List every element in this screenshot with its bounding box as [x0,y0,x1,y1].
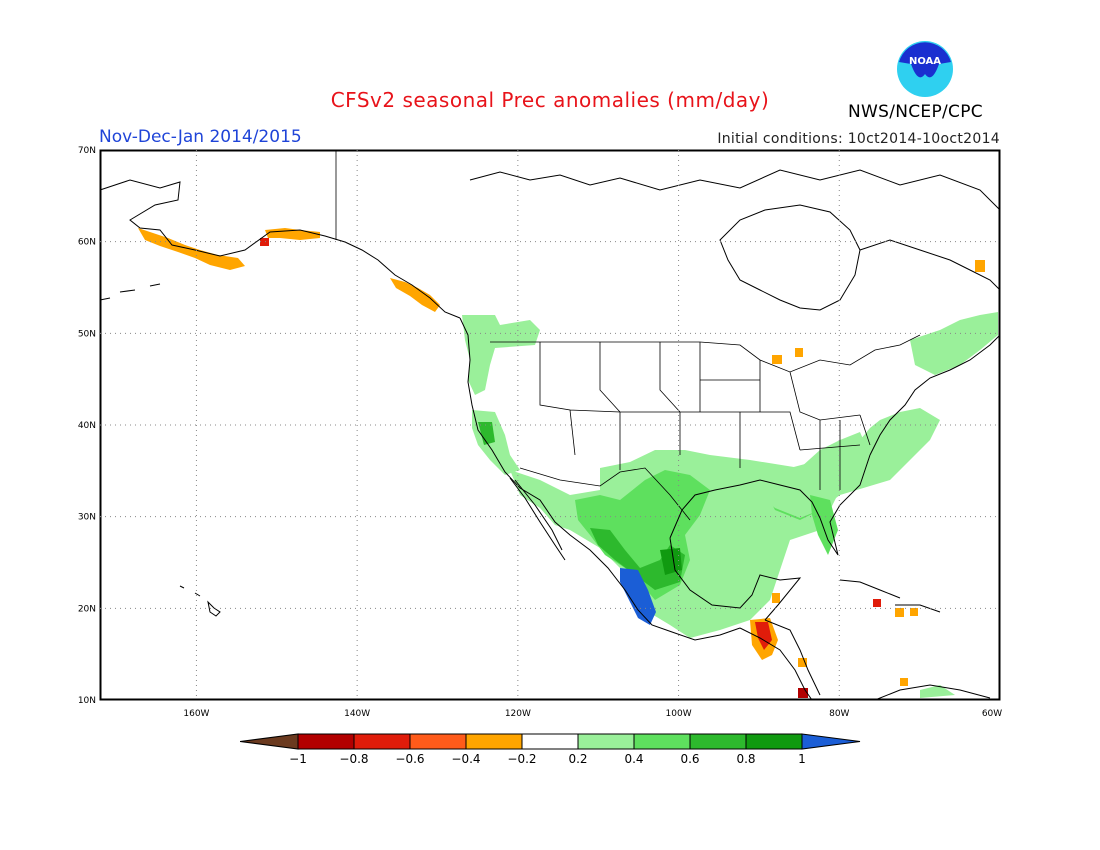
coastline-south-america [874,684,991,701]
legend-label: 0.8 [736,752,755,766]
legend-label: −1 [289,752,307,766]
coastline-east [869,334,1001,456]
coastline-aleutians [99,283,161,301]
coastline-cuba [839,579,901,599]
lon-label: 80W [829,709,849,719]
anomaly-southeast-alaska [390,278,440,312]
anomaly-caribbean-cuba [873,599,881,607]
anomaly-yucatan [772,593,780,603]
anomaly-caribbean-hispaniola-2 [910,608,918,616]
anomaly-south-america-orange [900,678,908,686]
anomaly-gulf-of-alaska-coast [265,228,320,240]
anomaly-great-lakes-2 [795,348,803,357]
lat-label: 50N [78,329,96,339]
anomaly-caribbean-hispaniola [895,608,904,617]
lat-label: 30N [78,513,96,523]
anomaly-northern-california [472,410,520,475]
anomaly-costa-rica [798,688,808,698]
coastline-alaska [99,179,461,319]
lat-label: 60N [78,238,96,248]
anomaly-great-lakes [772,355,782,364]
coastline-baja [509,477,566,561]
legend-swatch [409,733,467,750]
anomaly-southeast-us [750,408,940,518]
coastline-gulf [669,454,871,621]
anomaly-nicaragua [798,658,807,667]
anomaly-pacific-northwest [462,315,540,395]
coastline-pacific-us [459,317,741,641]
border-states-1 [539,342,871,490]
legend-swatch [745,733,803,750]
anomaly-mexico-core [590,528,685,590]
lon-label: 120W [505,709,531,719]
legend-swatch [577,733,635,750]
legend-swatch [465,733,523,750]
legend-swatch [297,733,355,750]
borders [335,150,921,521]
anomaly-labrador [975,260,985,272]
anomaly-south-america [920,685,955,698]
legend-label: 0.6 [680,752,699,766]
anomaly-map: 70N 60N 50N 40N 30N 20N 10N 160W 140W 120W 100W 80… [78,146,1002,719]
coastline-hawaii [179,585,221,617]
legend-label: 0.4 [624,752,643,766]
anomaly-mexico-core-2 [660,548,682,575]
lat-label: 20N [78,604,96,614]
chart-title: CFSv2 seasonal Prec anomalies (mm/day) [330,88,770,112]
noaa-logo-icon: NOAA [897,41,953,97]
legend-arrow-low [240,733,299,750]
coastline-hispaniola [895,604,941,613]
latitude-labels: 70N 60N 50N 40N 30N 20N 10N [78,146,96,706]
anomaly-florida [810,495,838,555]
anomaly-newfoundland-nova-scotia [910,312,998,375]
coastline-arctic [469,169,1001,211]
legend-swatch [633,733,691,750]
coastline-labrador [859,239,1001,291]
legend-label: 1 [798,752,806,766]
coastlines [99,169,1001,701]
legend-label: −0.2 [507,752,536,766]
legend-swatch [689,733,747,750]
legend-swatch [353,733,411,750]
legend-label: −0.8 [339,752,368,766]
coastline-hudson-bay [719,204,861,311]
agency-label: NWS/NCEP/CPC [848,102,983,122]
anomaly-shading [138,228,998,698]
legend-label: −0.6 [395,752,424,766]
lon-label: 100W [666,709,692,719]
lon-label: 160W [183,709,209,719]
color-scale-legend: −1 −0.8 −0.6 −0.4 −0.2 0.2 0.4 0.6 0.8 1 [240,733,861,766]
lon-label: 60W [982,709,1002,719]
legend-label: 0.2 [568,752,587,766]
coastline-central-america [739,619,821,701]
anomaly-west-mexico-coast [620,568,656,625]
border-us-canada [490,334,921,373]
legend-arrow-high [801,733,861,750]
longitude-labels: 160W 140W 120W 100W 80W 60W [183,709,1002,719]
lon-label: 140W [344,709,370,719]
legend-label: −0.4 [451,752,480,766]
border-us-mexico [519,467,691,521]
legend-swatch [521,733,579,750]
graticule [100,150,1000,700]
anomaly-northern-california-core [478,422,495,445]
lat-label: 10N [78,696,96,706]
anomaly-alaska-red [260,238,269,246]
lat-label: 40N [78,421,96,431]
noaa-logo-text: NOAA [909,56,941,67]
initial-conditions: Initial conditions: 10ct2014-10oct2014 [717,131,1000,147]
forecast-period: Nov-Dec-Jan 2014/2015 [99,127,302,147]
lat-label: 70N [78,146,96,156]
